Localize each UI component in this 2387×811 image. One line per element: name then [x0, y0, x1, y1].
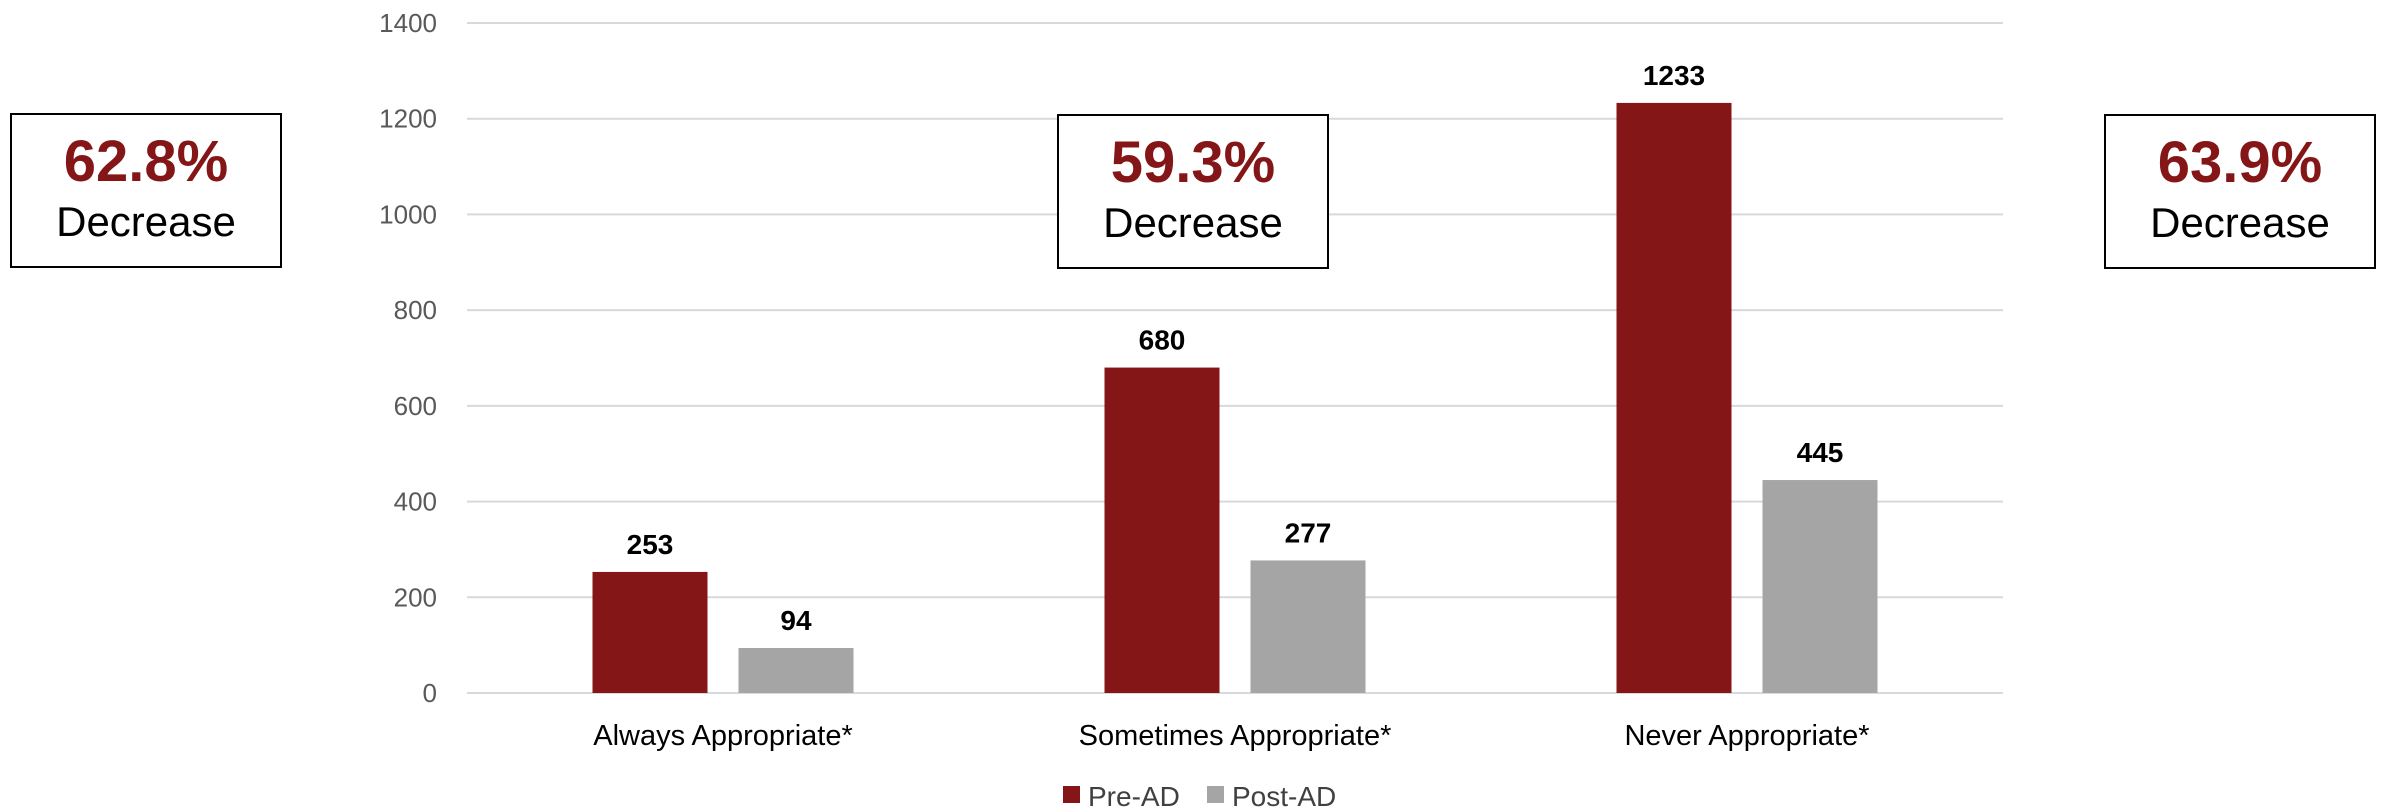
decrease-label: Decrease: [1103, 199, 1283, 246]
bar-pre-ad: [1104, 367, 1220, 693]
y-tick-label: 0: [423, 678, 437, 708]
y-tick-label: 1200: [379, 104, 437, 134]
legend-label-post-ad: Post-AD: [1232, 781, 1336, 811]
bar-pre-ad: [1616, 102, 1732, 693]
decrease-percent: 62.8%: [63, 129, 229, 194]
y-tick-label: 1000: [379, 199, 437, 229]
legend-label-pre-ad: Pre-AD: [1088, 781, 1180, 811]
bars: [592, 102, 1878, 693]
x-axis-categories: Always Appropriate* Sometimes Appropriate…: [593, 720, 1869, 752]
data-label: 445: [1797, 437, 1844, 468]
data-label: 277: [1285, 517, 1332, 548]
category-label: Sometimes Appropriate*: [1079, 720, 1392, 752]
y-tick-label: 800: [394, 295, 437, 325]
y-tick-label: 600: [394, 391, 437, 421]
bar-pre-ad: [592, 571, 708, 693]
data-label: 1233: [1643, 60, 1705, 91]
legend-swatch-pre-ad: [1063, 786, 1080, 803]
decrease-callout-always: 62.8% Decrease: [10, 113, 282, 268]
category-label: Never Appropriate*: [1624, 720, 1869, 752]
y-tick-label: 400: [394, 487, 437, 517]
bar-post-ad: [1762, 480, 1878, 693]
bar-post-ad: [1250, 560, 1366, 693]
decrease-callout-sometimes: 59.3% Decrease: [1057, 114, 1329, 269]
y-axis-ticks: 0 200 400 600 800 1000 1200 1400: [379, 8, 437, 708]
bar-post-ad: [738, 648, 854, 693]
decrease-label: Decrease: [56, 198, 236, 245]
category-label: Always Appropriate*: [593, 720, 853, 752]
y-tick-label: 1400: [379, 8, 437, 38]
legend: Pre-AD Post-AD: [1063, 781, 1336, 811]
data-label: 253: [627, 529, 674, 560]
data-label: 680: [1139, 325, 1186, 356]
data-label: 94: [780, 605, 812, 636]
data-labels: 253 94 680 277 1233 445: [627, 60, 1844, 636]
decrease-callout-never: 63.9% Decrease: [2104, 114, 2376, 269]
decrease-label: Decrease: [2150, 199, 2330, 246]
decrease-percent: 59.3%: [1110, 130, 1276, 195]
decrease-percent: 63.9%: [2157, 130, 2323, 195]
legend-swatch-post-ad: [1207, 786, 1224, 803]
y-tick-label: 200: [394, 582, 437, 612]
